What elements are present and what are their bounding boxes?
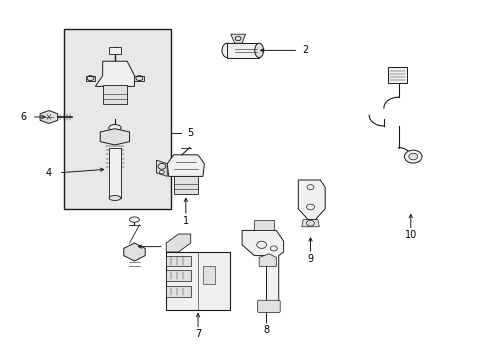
Text: 9: 9 bbox=[307, 254, 313, 264]
Polygon shape bbox=[259, 254, 276, 266]
Bar bbox=[166, 252, 229, 310]
Polygon shape bbox=[167, 155, 204, 176]
Polygon shape bbox=[134, 76, 144, 81]
Bar bbox=[102, 85, 127, 104]
Bar bbox=[203, 266, 215, 284]
Circle shape bbox=[408, 153, 417, 160]
Polygon shape bbox=[85, 76, 95, 81]
Polygon shape bbox=[100, 129, 129, 145]
Bar bbox=[63, 29, 171, 209]
Polygon shape bbox=[95, 61, 134, 86]
Polygon shape bbox=[242, 230, 283, 302]
Polygon shape bbox=[40, 111, 58, 123]
Text: 1: 1 bbox=[183, 216, 188, 226]
Bar bbox=[254, 220, 273, 230]
Polygon shape bbox=[123, 243, 145, 261]
Circle shape bbox=[404, 150, 421, 163]
Bar bbox=[173, 176, 198, 194]
Bar bbox=[166, 286, 190, 297]
Text: 3: 3 bbox=[167, 242, 173, 252]
Text: 10: 10 bbox=[404, 230, 416, 240]
Bar bbox=[387, 67, 407, 83]
Ellipse shape bbox=[222, 43, 232, 58]
Text: 7: 7 bbox=[195, 329, 201, 339]
Text: 5: 5 bbox=[187, 128, 193, 138]
Polygon shape bbox=[166, 234, 190, 252]
FancyBboxPatch shape bbox=[257, 300, 280, 312]
Text: 4: 4 bbox=[46, 168, 52, 178]
Ellipse shape bbox=[109, 195, 121, 201]
Bar bbox=[166, 270, 190, 281]
Text: 8: 8 bbox=[263, 325, 269, 336]
Text: 2: 2 bbox=[302, 45, 308, 55]
Ellipse shape bbox=[254, 43, 263, 58]
Polygon shape bbox=[230, 34, 245, 43]
Ellipse shape bbox=[129, 217, 139, 222]
Polygon shape bbox=[156, 160, 167, 176]
Polygon shape bbox=[298, 180, 325, 220]
Polygon shape bbox=[301, 220, 319, 227]
Text: 6: 6 bbox=[20, 112, 26, 122]
Bar bbox=[166, 256, 190, 266]
Bar bbox=[227, 43, 259, 58]
Bar bbox=[109, 47, 121, 54]
Bar bbox=[109, 148, 121, 198]
Ellipse shape bbox=[108, 125, 121, 131]
